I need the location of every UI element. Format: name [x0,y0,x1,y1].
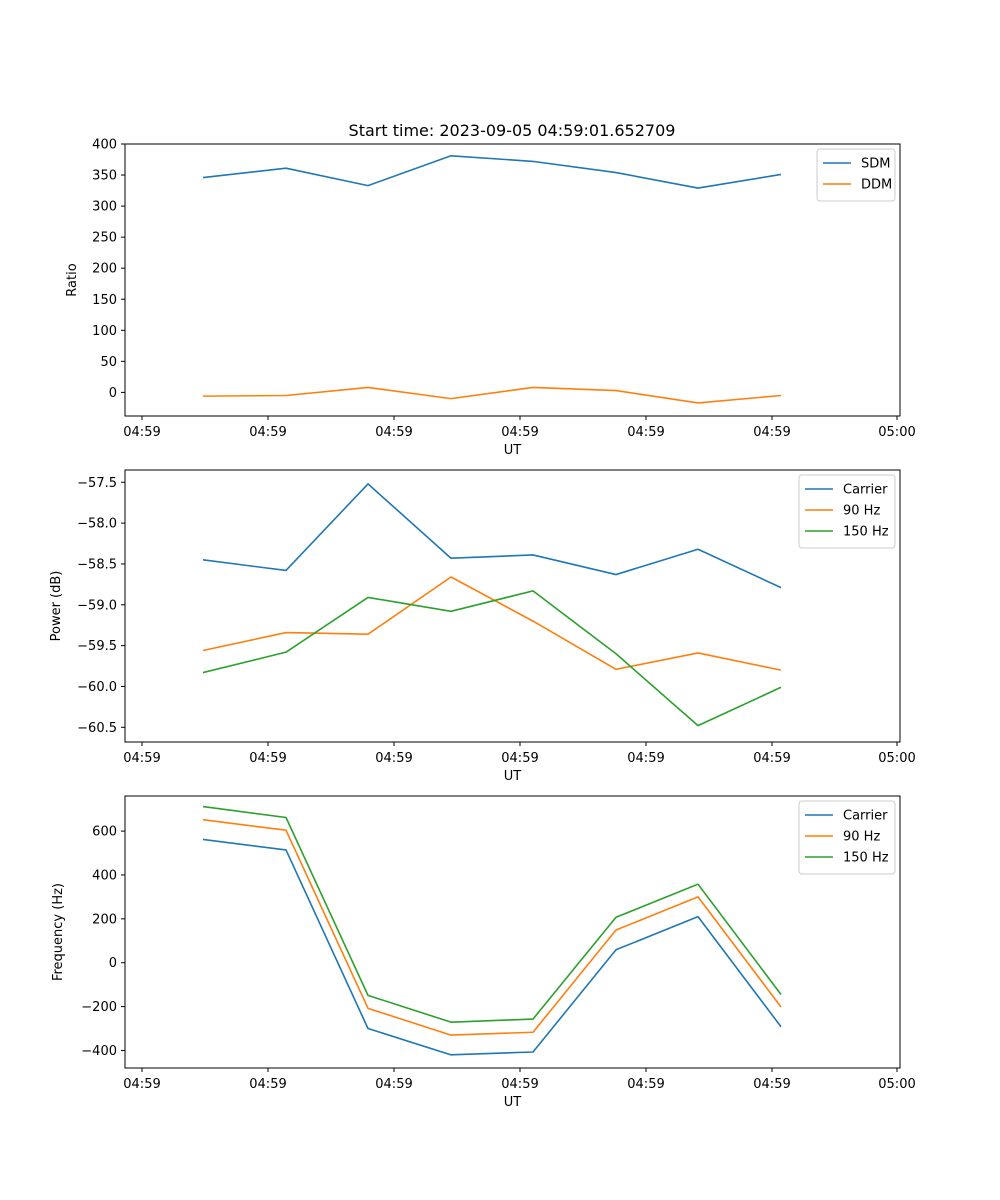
x-tick-label: 04:59 [627,425,664,440]
x-tick-label: 04:59 [627,1077,664,1092]
y-axis-label: Ratio [65,263,80,296]
legend-label: 150 Hz [843,525,889,540]
y-tick-label: −59.0 [77,598,117,613]
x-axis-label: UT [504,769,522,784]
series-line-carrier [202,483,782,589]
series-line-90-hz [202,818,782,1036]
legend-label: DDM [861,178,892,193]
y-tick-label: 0 [109,386,117,401]
x-tick-label: 05:00 [878,425,915,440]
legend-label: Carrier [843,809,888,824]
figure-title: Start time: 2023-09-05 04:59:01.652709 [349,121,676,140]
y-tick-label: −60.0 [77,680,117,695]
series-line-ddm [202,386,782,404]
x-axis-label: UT [504,443,522,458]
legend-label: Carrier [843,483,888,498]
y-tick-label: −58.0 [77,517,117,532]
x-tick-label: 04:59 [501,1077,538,1092]
y-tick-label: −60.5 [77,721,117,736]
x-tick-label: 04:59 [501,425,538,440]
y-tick-label: 100 [92,324,117,339]
y-tick-label: −58.5 [77,557,117,572]
series-line-90-hz [202,576,782,671]
y-tick-label: 600 [92,825,117,840]
legend: Carrier 90 Hz 150 Hz [798,800,896,875]
legend: SDM DDM [816,148,896,202]
y-tick-label: 300 [92,200,117,215]
y-tick-label: 400 [92,138,117,153]
y-axis-label: Power (dB) [49,571,64,642]
x-tick-label: 04:59 [123,1077,160,1092]
panels: 400 350 300 250 200 150 100 50 0 04:59 04:59 04:59 0… [49,138,916,1111]
legend: Carrier 90 Hz 150 Hz [798,474,896,549]
legend-label: SDM [861,157,890,172]
panel-3: 600 400 200 0 −200 −400 04:59 04:59 04:59 04:59 04… [51,795,916,1110]
y-tick-label: 200 [92,262,117,277]
legend-box [798,800,896,875]
x-tick-label: 04:59 [123,751,160,766]
legend-box [798,474,896,549]
y-tick-label: 0 [109,956,117,971]
x-tick-label: 04:59 [375,1077,412,1092]
y-axis-label: Frequency (Hz) [51,883,66,981]
y-tick-label: 200 [92,912,117,927]
panel-2: −57.5 −58.0 −58.5 −59.0 −59.5 −60.0 −60.5 04:59… [49,469,916,784]
x-tick-label: 04:59 [753,751,790,766]
x-tick-label: 04:59 [753,425,790,440]
x-tick-label: 04:59 [375,751,412,766]
legend-label: 90 Hz [843,830,880,845]
x-tick-label: 05:00 [878,1077,915,1092]
x-tick-label: 04:59 [501,751,538,766]
series-line-carrier [202,838,782,1056]
legend-box [816,148,896,202]
x-tick-label: 04:59 [249,1077,286,1092]
x-tick-label: 04:59 [753,1077,790,1092]
x-axis-label: UT [504,1095,522,1110]
y-tick-label: 400 [92,868,117,883]
legend-label: 150 Hz [843,851,889,866]
y-tick-label: 350 [92,169,117,184]
axes-frame [124,795,901,1069]
series-line-sdm [202,155,782,189]
panel-1: 400 350 300 250 200 150 100 50 0 04:59 04:59 04:59 0… [65,138,916,459]
y-tick-label: 150 [92,293,117,308]
series-line-150-hz [202,805,782,1023]
x-tick-label: 04:59 [249,751,286,766]
legend-label: 90 Hz [843,504,880,519]
x-tick-label: 04:59 [249,425,286,440]
y-tick-label: −57.5 [77,476,117,491]
x-tick-label: 04:59 [375,425,412,440]
series-line-150-hz [202,590,782,727]
x-tick-label: 04:59 [123,425,160,440]
axes-frame [124,469,901,743]
axes-frame [124,143,901,417]
y-tick-label: −400 [81,1044,117,1059]
y-tick-label: −200 [81,1000,117,1015]
x-tick-label: 04:59 [627,751,664,766]
y-tick-label: −59.5 [77,639,117,654]
x-tick-label: 05:00 [878,751,915,766]
y-tick-label: 250 [92,231,117,246]
y-tick-label: 50 [100,355,117,370]
